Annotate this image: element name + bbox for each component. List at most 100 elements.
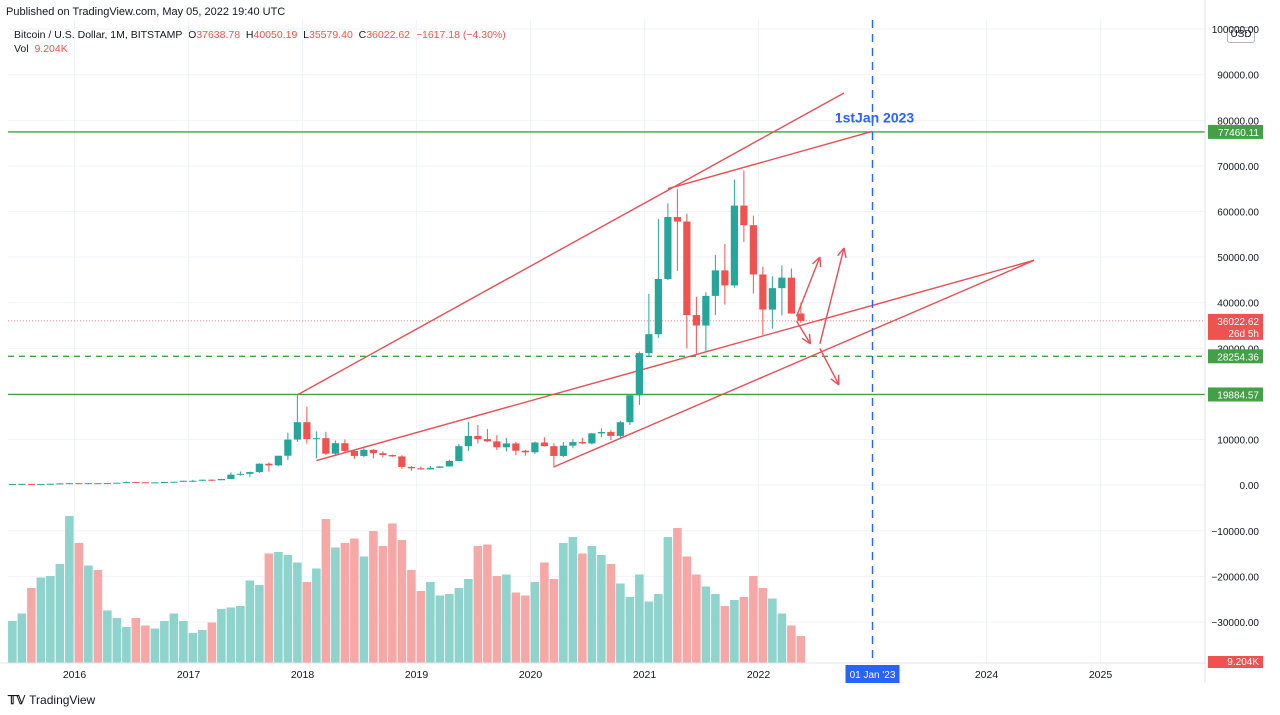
arrow-head [837, 247, 845, 257]
candle-body [303, 422, 311, 440]
time-tick-label: 2020 [519, 669, 543, 681]
candle-body [531, 442, 539, 453]
volume-bar [359, 556, 369, 663]
candle-body [398, 456, 406, 467]
candle-body [132, 482, 140, 484]
time-axis: 2016 2017 2018 2019 2020 2021 2022 2024 2025 01 J… [0, 662, 1205, 683]
candle-body [322, 438, 330, 454]
volume-value: 9.204K [34, 43, 68, 55]
volume-bar [198, 630, 207, 663]
candle-body [787, 277, 795, 314]
volume-bar [274, 552, 283, 663]
candle-body [588, 433, 596, 444]
volume-bar [264, 553, 274, 663]
volume-bar [350, 538, 359, 663]
arrow-line [819, 247, 845, 344]
candle-body [407, 466, 415, 469]
price-tick-label: 80000.00 [1217, 116, 1259, 127]
volume-bar [720, 606, 730, 663]
candle-body [56, 483, 64, 485]
volume-bar [397, 540, 407, 663]
volume-bar [796, 636, 806, 663]
candle-body [626, 395, 634, 423]
volume-bar [597, 555, 606, 663]
candle-body [350, 450, 358, 456]
volume-bar [568, 537, 578, 663]
volume-pane [8, 516, 806, 663]
price-tick-label: 90000.00 [1217, 71, 1259, 82]
candle-body [483, 439, 491, 442]
candle-body [274, 455, 282, 466]
candle-body [312, 438, 320, 440]
volume-bar [787, 625, 796, 663]
volume-bar [293, 562, 302, 663]
volume-bar [606, 564, 616, 663]
candle-body [293, 422, 301, 440]
volume-bar [426, 582, 435, 663]
candle-body [27, 483, 35, 485]
volume-bar [654, 594, 663, 663]
candle-body [379, 453, 387, 456]
low-label: L [303, 29, 309, 41]
candle-body [236, 473, 244, 475]
volume-bar [369, 531, 378, 663]
candle-body [692, 315, 700, 326]
volume-bar [188, 633, 198, 663]
candle-body [75, 483, 83, 485]
time-tick-label: 2025 [1089, 669, 1113, 681]
volume-bar [549, 579, 559, 663]
trendline [667, 130, 873, 190]
volume-bar [777, 613, 787, 663]
volume-bar [55, 564, 65, 663]
change-value: −1617.18 (−4.30%) [415, 29, 506, 41]
candle-body [711, 270, 719, 296]
volume-bar [701, 586, 711, 663]
volume-bar [692, 574, 701, 663]
volume-bar [492, 576, 502, 663]
candle-body [616, 422, 624, 436]
candle-body [18, 483, 26, 485]
volume-bar [578, 553, 587, 663]
volume-bar [711, 594, 720, 663]
volume-bar [758, 588, 768, 663]
candle-body [84, 483, 92, 485]
candle-body [37, 484, 45, 486]
candle-body [284, 439, 292, 456]
volume-bar [141, 625, 150, 663]
open-value: 37638.78 [196, 29, 241, 41]
volume-label[interactable]: Vol [14, 43, 29, 55]
low-value: 35579.40 [308, 29, 353, 41]
candle-body [635, 353, 643, 396]
candle-body [607, 432, 615, 436]
volume-bar [46, 576, 55, 663]
candle-body [645, 334, 653, 354]
arrow-head [808, 333, 812, 344]
close-value: 36022.62 [366, 29, 411, 41]
candle-body [360, 449, 368, 456]
currency-button[interactable]: USD [1227, 27, 1255, 43]
candle-body [436, 466, 444, 468]
volume-row: Vol 9.204K [14, 42, 506, 56]
candle-body [493, 441, 501, 448]
volume-bar [521, 595, 530, 663]
volume-bar [245, 580, 255, 663]
time-tick-label: 2019 [405, 669, 429, 681]
tradingview-brand[interactable]: 𝕋𝕍 TradingView [8, 693, 95, 707]
candle-body [170, 481, 178, 483]
volume-bar [673, 528, 682, 663]
trendlines [297, 92, 1035, 468]
marker-axis-box [845, 665, 900, 683]
horizontal-levels [8, 131, 1205, 396]
candle-body [730, 205, 738, 286]
current-price-label: 36022.62 [1217, 317, 1259, 328]
chart-legend: Bitcoin / U.S. Dollar, 1M, BITSTAMP O376… [14, 28, 506, 56]
candle-body [198, 479, 206, 481]
volume-bar [236, 606, 245, 663]
candle-body [474, 435, 482, 440]
arrow-line [795, 320, 811, 345]
volume-bar [464, 579, 473, 663]
symbol-label[interactable]: Bitcoin / U.S. Dollar, 1M, BITSTAMP [14, 29, 183, 41]
candle-body [369, 449, 377, 454]
candle-body [341, 443, 349, 451]
